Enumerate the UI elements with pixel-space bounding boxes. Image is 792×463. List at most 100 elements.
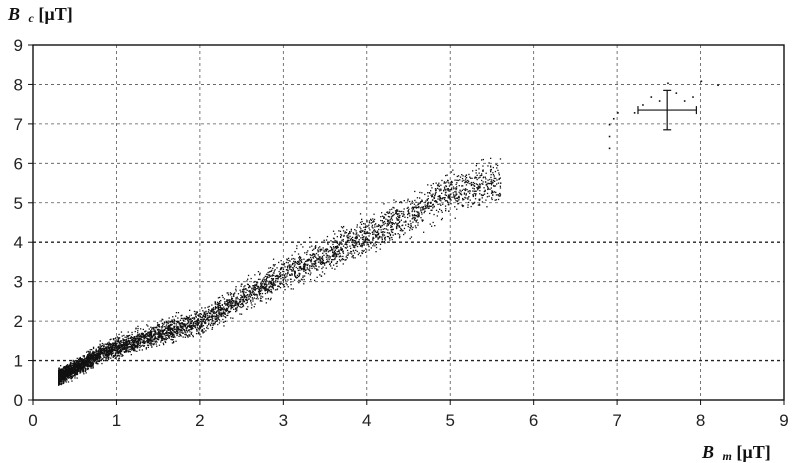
data-point <box>313 260 315 263</box>
data-point <box>173 326 176 329</box>
data-point <box>184 323 186 325</box>
data-point <box>72 364 74 367</box>
data-point <box>72 359 74 362</box>
data-point <box>137 340 139 342</box>
data-point <box>228 310 230 313</box>
data-point <box>488 162 490 164</box>
data-point <box>432 193 434 195</box>
data-point <box>455 189 457 191</box>
data-point <box>93 354 96 356</box>
data-point <box>338 252 341 254</box>
data-point <box>220 299 222 302</box>
data-point <box>372 231 374 233</box>
data-point <box>169 326 171 328</box>
data-point <box>358 235 360 237</box>
data-point <box>248 290 250 292</box>
data-point <box>466 189 468 191</box>
data-point <box>360 228 362 230</box>
data-point <box>243 289 245 291</box>
data-point <box>106 352 108 354</box>
data-point <box>268 287 271 289</box>
data-point <box>349 232 351 234</box>
data-point <box>365 251 367 253</box>
data-point <box>478 186 480 188</box>
data-point <box>208 322 210 324</box>
data-point <box>342 238 344 241</box>
data-point <box>159 336 161 339</box>
data-point <box>212 315 215 317</box>
data-point <box>127 343 130 345</box>
data-point <box>98 348 101 350</box>
data-point <box>362 230 364 233</box>
data-point <box>352 257 355 259</box>
data-point <box>315 265 317 267</box>
data-point <box>122 348 124 351</box>
data-point <box>334 241 336 243</box>
data-point <box>474 195 477 197</box>
data-point <box>63 374 65 376</box>
data-point <box>120 331 123 333</box>
data-point <box>354 229 356 231</box>
data-point <box>183 323 185 325</box>
data-point <box>339 230 342 232</box>
data-point <box>310 265 313 267</box>
data-point <box>381 224 383 227</box>
data-point <box>435 200 437 202</box>
data-point <box>316 257 318 260</box>
data-point <box>228 305 230 308</box>
data-point <box>202 316 204 318</box>
data-point <box>280 282 282 284</box>
data-point <box>205 311 207 313</box>
data-point <box>308 269 310 271</box>
data-point <box>173 325 175 328</box>
data-point <box>109 350 111 352</box>
data-point <box>91 363 93 366</box>
data-point <box>160 326 162 328</box>
data-point <box>118 333 120 336</box>
data-point <box>130 339 132 341</box>
data-point <box>326 258 328 260</box>
data-point <box>106 354 108 356</box>
data-point <box>355 230 357 232</box>
data-point <box>316 269 318 271</box>
data-point <box>382 231 384 233</box>
data-point <box>374 231 376 233</box>
data-point <box>172 336 174 338</box>
data-point <box>472 203 474 205</box>
data-point <box>423 231 425 233</box>
data-point <box>121 335 123 337</box>
data-point <box>431 187 433 189</box>
data-point <box>145 330 147 332</box>
data-point <box>455 200 457 202</box>
data-point <box>163 322 166 324</box>
data-point <box>333 254 335 257</box>
data-point <box>85 365 87 367</box>
data-point <box>229 304 231 306</box>
data-point <box>79 365 82 368</box>
data-point <box>101 358 103 361</box>
data-point <box>205 319 207 321</box>
data-point <box>143 345 145 347</box>
data-point <box>85 361 88 363</box>
data-point <box>375 246 378 249</box>
data-point <box>140 334 142 336</box>
data-point <box>413 215 415 217</box>
data-point <box>335 241 338 243</box>
data-point <box>222 315 225 317</box>
data-point <box>404 232 406 234</box>
data-point <box>134 330 136 333</box>
data-point <box>338 249 340 251</box>
data-point <box>83 355 85 357</box>
data-point <box>446 181 448 183</box>
data-point <box>109 351 111 353</box>
data-point <box>383 203 385 205</box>
data-point <box>225 304 227 306</box>
data-point <box>340 233 342 236</box>
data-point <box>140 338 142 341</box>
data-point <box>147 344 150 346</box>
data-point <box>253 289 256 291</box>
data-point <box>437 195 439 198</box>
data-point <box>117 349 119 351</box>
data-point <box>129 340 131 342</box>
data-point <box>125 350 128 353</box>
